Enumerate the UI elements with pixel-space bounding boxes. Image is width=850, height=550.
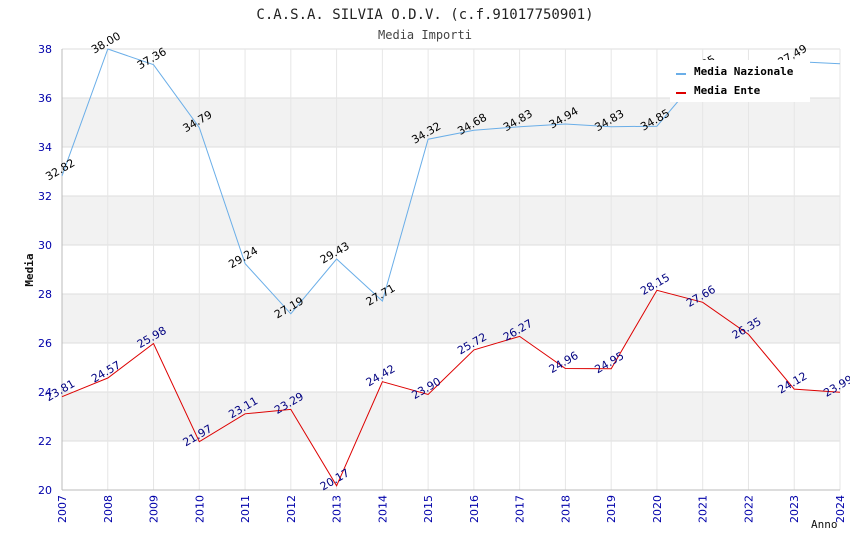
plot-bands <box>62 98 840 441</box>
grid-lines <box>61 48 841 491</box>
x-tick-label: 2010 <box>193 495 206 523</box>
y-tick-label: 26 <box>38 337 52 350</box>
x-tick-label: 2018 <box>559 495 572 523</box>
legend: Media Nazionale Media Ente <box>670 60 810 102</box>
legend-box <box>670 60 810 102</box>
y-tick-label: 20 <box>38 484 52 497</box>
y-tick-label: 36 <box>38 92 52 105</box>
data-label: 24.96 <box>547 349 581 376</box>
data-label: 29.24 <box>226 244 260 271</box>
y-axis-ticks: 20 22 24 26 28 30 32 34 36 38 <box>38 43 52 497</box>
x-tick-label: 2008 <box>102 495 115 523</box>
x-tick-label: 2022 <box>742 495 755 523</box>
y-tick-label: 30 <box>38 239 52 252</box>
legend-label-nazionale: Media Nazionale <box>694 65 794 78</box>
y-tick-label: 24 <box>38 386 52 399</box>
y-tick-label: 32 <box>38 190 52 203</box>
x-tick-label: 2012 <box>285 495 298 523</box>
x-tick-label: 2023 <box>788 495 801 523</box>
y-axis-label: Media <box>23 253 36 286</box>
y-tick-label: 28 <box>38 288 52 301</box>
x-tick-label: 2021 <box>697 495 710 523</box>
plot-band <box>62 392 840 441</box>
x-axis-label: Anno <box>811 518 838 531</box>
y-tick-label: 22 <box>38 435 52 448</box>
legend-label-ente: Media Ente <box>694 84 761 97</box>
plot-band <box>62 196 840 245</box>
x-tick-label: 2016 <box>468 495 481 523</box>
y-tick-label: 38 <box>38 43 52 56</box>
series-line-1 <box>61 289 841 487</box>
x-axis-ticks: 2007 2008 2009 2010 2011 2012 2013 2014 2015 2016… <box>56 495 847 523</box>
x-tick-label: 2007 <box>56 495 69 523</box>
chart-subtitle: Media Importi <box>378 28 472 42</box>
chart-title: C.A.S.A. SILVIA O.D.V. (c.f.91017750901) <box>256 7 593 23</box>
data-label: 24.95 <box>593 349 627 376</box>
y-tick-label: 34 <box>38 141 52 154</box>
x-tick-label: 2013 <box>331 495 344 523</box>
data-label: 20.17 <box>318 466 352 493</box>
x-tick-label: 2015 <box>422 495 435 523</box>
plot-band <box>62 294 840 343</box>
x-tick-label: 2017 <box>514 495 527 523</box>
x-tick-label: 2011 <box>239 495 252 523</box>
x-tick-label: 2024 <box>834 495 847 523</box>
x-tick-label: 2014 <box>376 495 389 523</box>
plot-band <box>62 98 840 147</box>
data-label: 24.57 <box>89 358 123 385</box>
data-label: 32.82 <box>43 156 77 183</box>
x-tick-label: 2009 <box>148 495 161 523</box>
axes <box>61 49 840 491</box>
x-tick-label: 2019 <box>605 495 618 523</box>
x-tick-label: 2020 <box>651 495 664 523</box>
